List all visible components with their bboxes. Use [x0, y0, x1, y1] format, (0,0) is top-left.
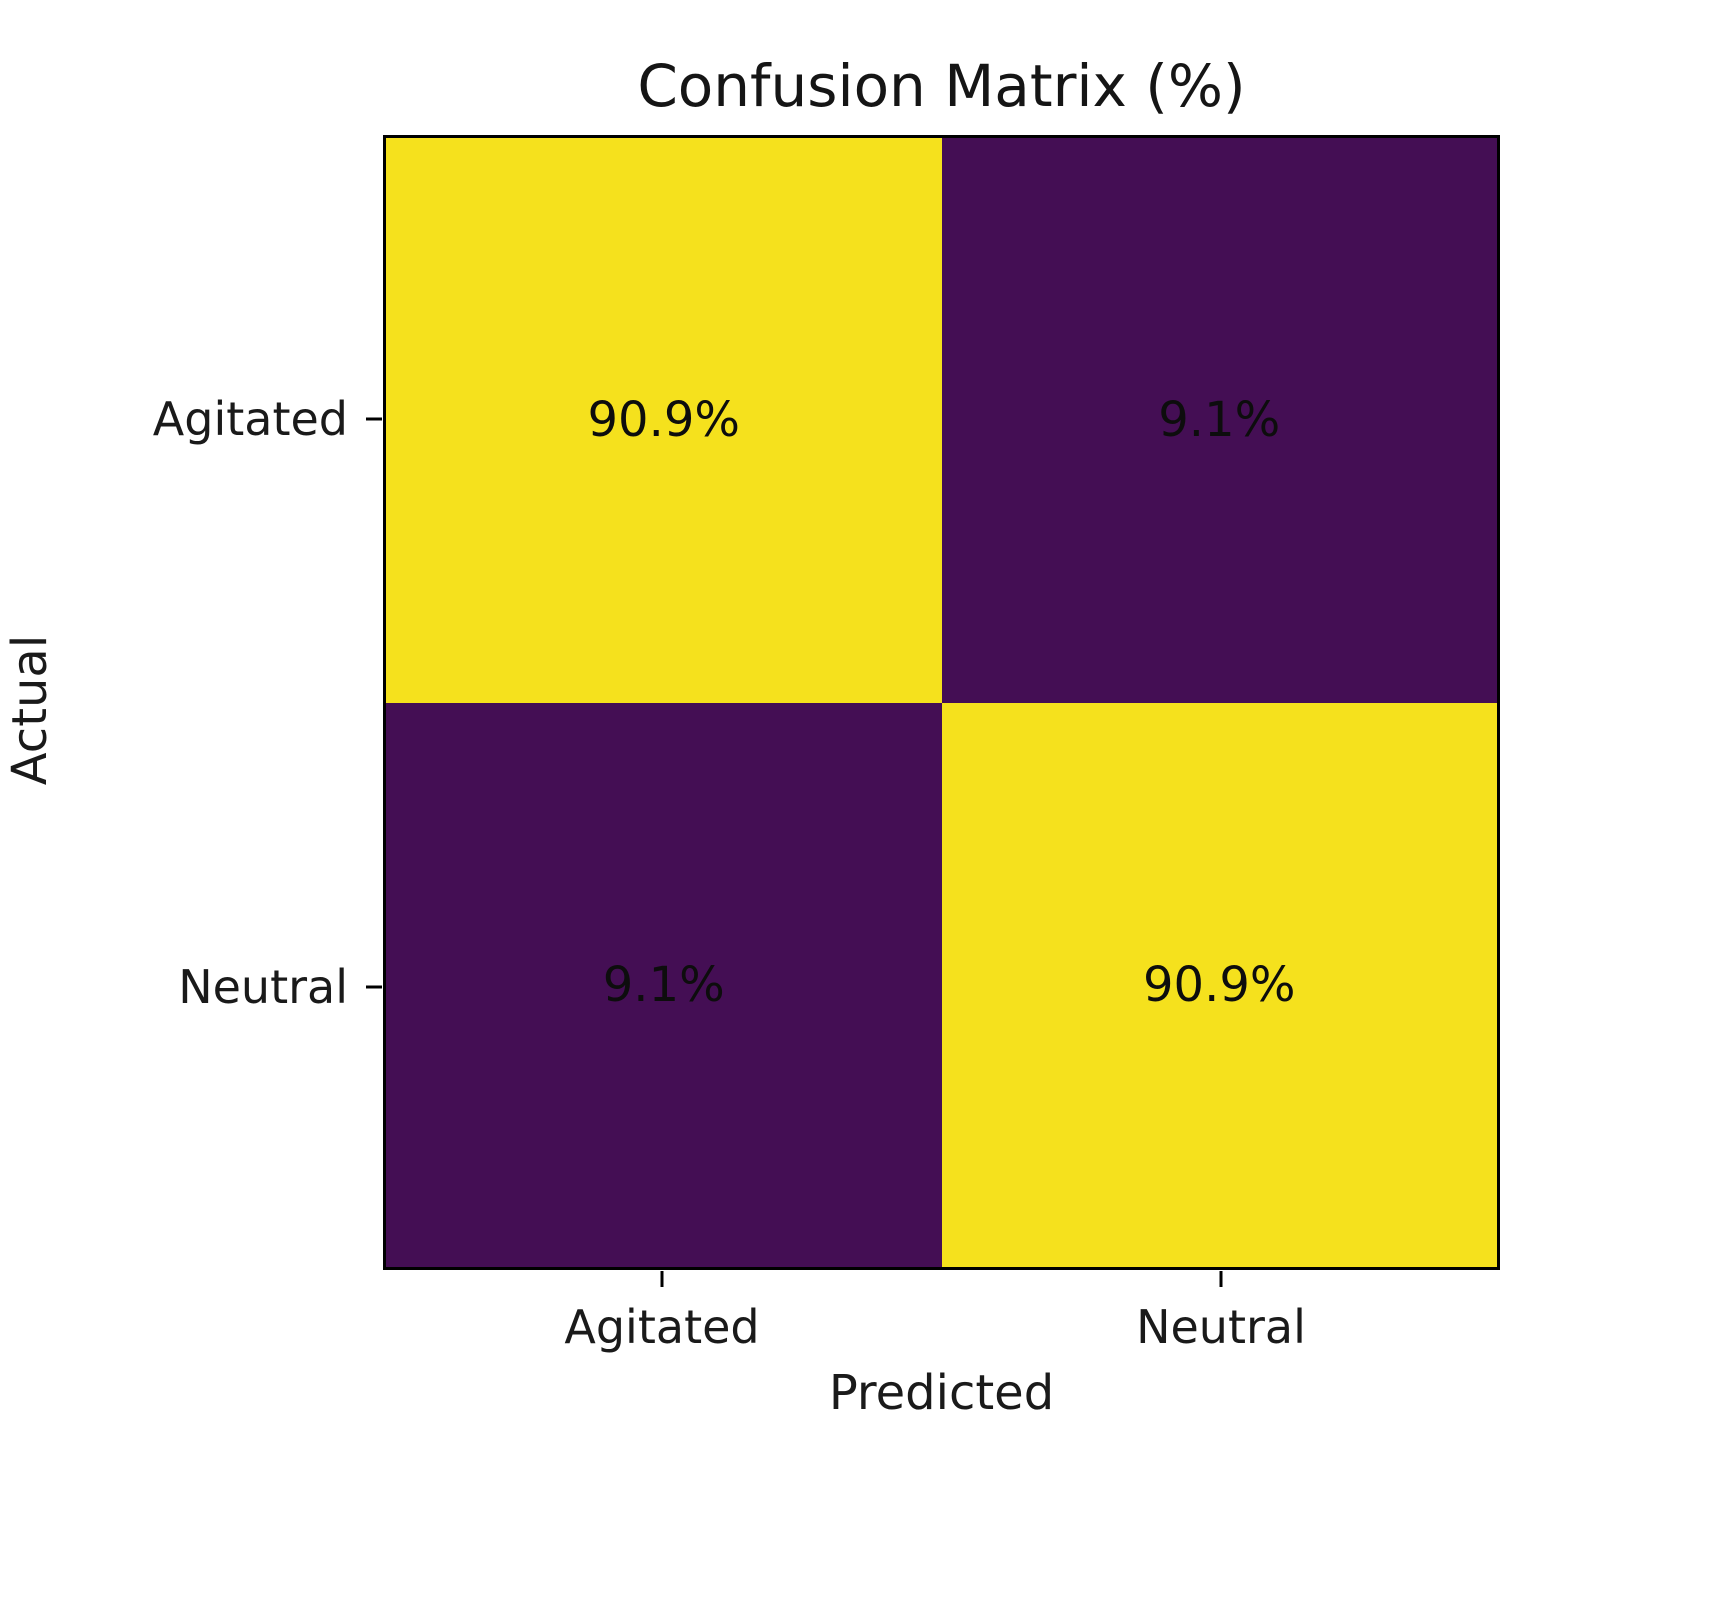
y-tick-label-agitated: Agitated: [152, 392, 348, 446]
x-tick-mark-neutral: [1219, 1271, 1223, 1287]
chart-title: Confusion Matrix (%): [637, 52, 1246, 120]
matrix-cell-actual-agitated-pred-agitated: 90.9%: [386, 138, 942, 703]
matrix-cell-actual-neutral-pred-neutral: 90.9%: [941, 702, 1497, 1267]
x-tick-label-neutral: Neutral: [1136, 1300, 1306, 1354]
x-axis-label: Predicted: [828, 1365, 1055, 1421]
heatmap-plot-area: 90.9% 9.1% 9.1% 90.9%: [383, 135, 1500, 1270]
y-tick-mark-agitated: [366, 417, 382, 421]
y-tick-mark-neutral: [366, 985, 382, 989]
y-axis-label: Actual: [2, 634, 58, 786]
matrix-cell-actual-neutral-pred-agitated: 9.1%: [386, 702, 942, 1267]
y-tick-label-neutral: Neutral: [178, 960, 348, 1014]
matrix-cell-actual-agitated-pred-neutral: 9.1%: [941, 138, 1497, 703]
x-tick-label-agitated: Agitated: [564, 1300, 760, 1354]
x-tick-mark-agitated: [660, 1271, 664, 1287]
